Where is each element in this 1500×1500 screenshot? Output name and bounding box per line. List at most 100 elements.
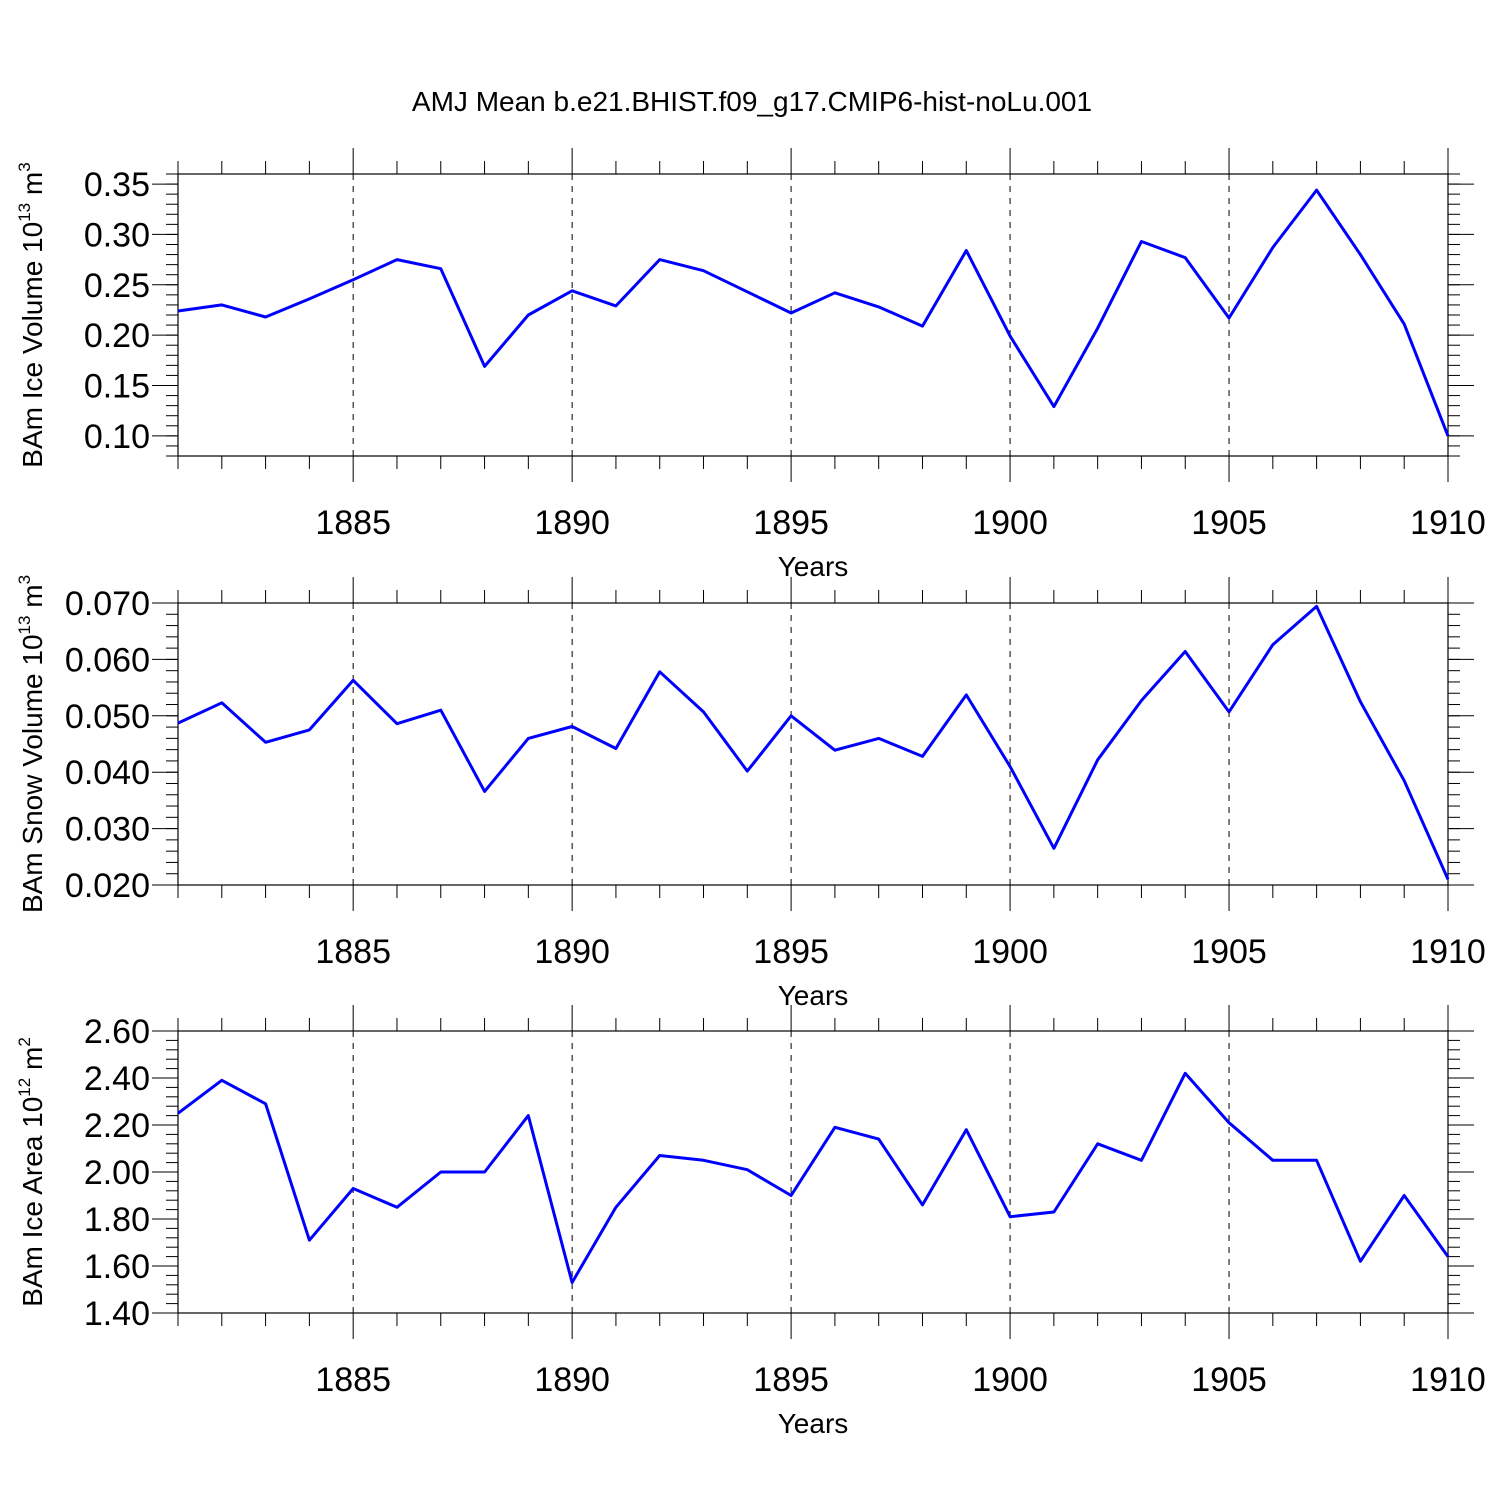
x-tick-label: 1890: [534, 504, 610, 542]
data-point: [220, 303, 223, 306]
y-tick-label: 2.20: [84, 1107, 150, 1145]
panel-ice-volume: 0.10 0.15 0.20 0.25 0.30 0.35 1885 1890 1895 1900…: [15, 148, 1486, 582]
plot-frame: [177, 1030, 1449, 1314]
x-tick-label: 1905: [1191, 1361, 1267, 1399]
data-point: [308, 297, 311, 300]
data-point: [1403, 1194, 1406, 1197]
data-point: [965, 249, 968, 252]
data-point: [352, 1187, 355, 1190]
data-point: [264, 316, 267, 319]
x-tick-label: 1910: [1410, 504, 1486, 542]
figure-title: AMJ Mean b.e21.BHIST.f09_g17.CMIP6-hist-…: [412, 86, 1092, 117]
data-point: [439, 709, 442, 712]
data-point: [395, 722, 398, 725]
data-point: [1140, 1159, 1143, 1162]
data-point: [439, 267, 442, 270]
data-point: [308, 728, 311, 731]
data-point: [264, 741, 267, 744]
data-point: [833, 291, 836, 294]
data-point: [965, 693, 968, 696]
x-tick-label: 1885: [315, 504, 391, 542]
data-point: [921, 325, 924, 328]
x-axis-label: Years: [778, 1408, 849, 1439]
data-point: [483, 1171, 486, 1174]
data-point: [790, 311, 793, 314]
data-point: [1009, 1215, 1012, 1218]
plot-frame: [177, 173, 1449, 457]
panel-snow-volume: 0.020 0.030 0.040 0.050 0.060 0.070 1885 1890 18…: [15, 575, 1486, 1011]
data-point: [483, 790, 486, 793]
x-tick-label: 1905: [1191, 504, 1267, 542]
data-point: [1271, 643, 1274, 646]
data-point: [220, 701, 223, 704]
data-point: [614, 304, 617, 307]
data-point: [790, 1194, 793, 1197]
data-point: [1052, 405, 1055, 408]
series-line: [177, 604, 1450, 881]
data-point: [1096, 758, 1099, 761]
y-tick-label: 0.20: [84, 317, 150, 355]
data-point: [1184, 1072, 1187, 1075]
y-tick-label: 0.35: [84, 166, 150, 204]
data-point: [1315, 605, 1318, 608]
data-point: [527, 1114, 530, 1117]
data-point: [1228, 1121, 1231, 1124]
data-point: [1184, 256, 1187, 259]
data-point: [1271, 246, 1274, 249]
x-tick-label: 1895: [753, 1361, 829, 1399]
data-point: [1403, 323, 1406, 326]
data-point: [177, 1112, 180, 1115]
data-point: [395, 258, 398, 261]
data-point: [1228, 710, 1231, 713]
x-tick-label: 1900: [972, 504, 1048, 542]
y-tick-label: 2.60: [84, 1013, 150, 1051]
data-point: [439, 1171, 442, 1174]
y-tick-label: 1.80: [84, 1201, 150, 1239]
data-point: [921, 755, 924, 758]
data-point: [1359, 700, 1362, 703]
y-tick-label: 0.030: [65, 811, 150, 849]
data-point: [833, 1126, 836, 1129]
y-axis-label: BAm Ice Volume 1013 m3: [15, 162, 48, 467]
data-point: [658, 1154, 661, 1157]
data-point: [702, 269, 705, 272]
data-point: [877, 1138, 880, 1141]
data-point: [877, 737, 880, 740]
data-point: [527, 737, 530, 740]
data-point: [308, 1239, 311, 1242]
y-axis-label: BAm Ice Area 1012 m2: [15, 1037, 48, 1307]
data-point: [571, 289, 574, 292]
data-point: [746, 1168, 749, 1171]
y-tick-label: 0.30: [84, 216, 150, 254]
x-tick-label: 1890: [534, 933, 610, 971]
y-tick-label: 2.00: [84, 1154, 150, 1192]
x-axis-label: Years: [778, 551, 849, 582]
x-tick-label: 1885: [315, 1361, 391, 1399]
data-point: [1447, 1255, 1450, 1258]
x-tick-label: 1890: [534, 1361, 610, 1399]
data-point: [264, 1102, 267, 1105]
data-point: [352, 278, 355, 281]
data-point: [1359, 1260, 1362, 1263]
data-point: [1140, 699, 1143, 702]
data-point: [702, 710, 705, 713]
series-line: [177, 1071, 1450, 1284]
x-tick-label: 1910: [1410, 933, 1486, 971]
data-point: [614, 1206, 617, 1209]
data-point: [352, 679, 355, 682]
x-tick-label: 1910: [1410, 1361, 1486, 1399]
data-point: [395, 1206, 398, 1209]
y-tick-label: 1.40: [84, 1295, 150, 1333]
data-point: [1315, 1159, 1318, 1162]
y-axis-label: BAm Snow Volume 1013 m3: [15, 575, 48, 913]
data-point: [177, 309, 180, 312]
data-point: [702, 1159, 705, 1162]
data-point: [790, 714, 793, 717]
data-point: [877, 305, 880, 308]
data-point: [1052, 1210, 1055, 1213]
data-point: [177, 722, 180, 725]
plot-frame: [177, 602, 1449, 886]
data-point: [571, 725, 574, 728]
y-tick-label: 0.040: [65, 754, 150, 792]
